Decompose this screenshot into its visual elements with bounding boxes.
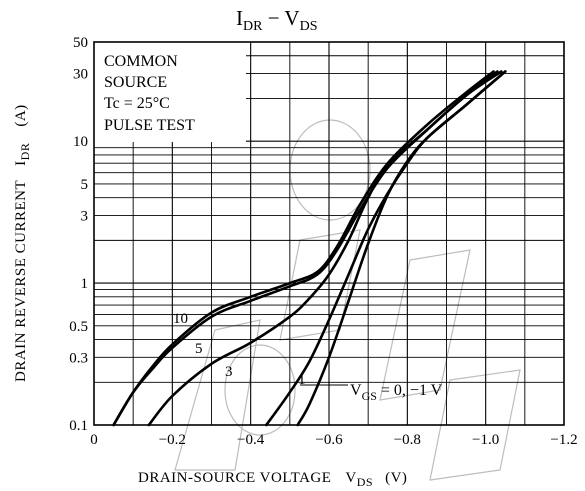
- x-tick-label: −0.6: [315, 432, 343, 448]
- curve-label-10: 10: [173, 311, 188, 327]
- curve-label-1: 1: [298, 372, 306, 388]
- watermark: [174, 119, 521, 481]
- plot-curves: [112, 70, 507, 427]
- y-tick-label: 30: [73, 66, 88, 82]
- conditions-text: COMMON SOURCE Tc = 25°C PULSE TEST: [104, 53, 195, 134]
- series-line-2: [147, 70, 503, 427]
- y-tick-label: 0.1: [69, 418, 88, 434]
- chart-title: IDR − VDS: [236, 6, 318, 34]
- y-tick-label: 1: [81, 276, 89, 292]
- y-axis-label: DRAIN REVERSE CURRENTIDR(A): [13, 104, 32, 382]
- series-line-4: [296, 70, 507, 427]
- conditions-box: [94, 42, 246, 142]
- condition-line: Tc = 25°C: [104, 95, 170, 112]
- x-tick-labels: 0 −0.2 −0.4 −0.6 −0.8 −1.0 −1.2: [90, 432, 577, 448]
- curve-label-5: 5: [195, 341, 203, 357]
- y-tick-label: 0.3: [69, 350, 88, 366]
- y-tick-label: 10: [73, 134, 88, 150]
- y-tick-labels: 0.1 0.3 0.5 1 3 5 10 30 50: [69, 35, 88, 434]
- y-tick-label: 0.5: [69, 319, 88, 335]
- x-tick-label: −0.2: [159, 432, 186, 448]
- condition-line: PULSE TEST: [104, 117, 195, 134]
- vgs-annotation: VGS = 0, −1 V: [350, 382, 443, 403]
- x-tick-label: −1.0: [472, 432, 499, 448]
- x-tick-label: −1.2: [550, 432, 577, 448]
- x-tick-label: 0: [90, 432, 98, 448]
- series-line-0: [112, 70, 495, 427]
- condition-line: COMMON: [104, 53, 178, 70]
- condition-line: SOURCE: [104, 74, 167, 91]
- y-tick-label: 3: [81, 208, 89, 224]
- x-tick-label: −0.4: [237, 432, 265, 448]
- curve-label-3: 3: [225, 364, 233, 380]
- plot-frame: [93, 41, 565, 426]
- x-axis-label: DRAIN-SOURCE VOLTAGE VDS (V): [138, 470, 407, 489]
- y-tick-label: 50: [73, 35, 88, 51]
- curve-labels: 10 5 3 1 VGS = 0, −1 V: [173, 311, 443, 403]
- x-tick-label: −0.8: [394, 432, 421, 448]
- y-tick-label: 5: [81, 177, 89, 193]
